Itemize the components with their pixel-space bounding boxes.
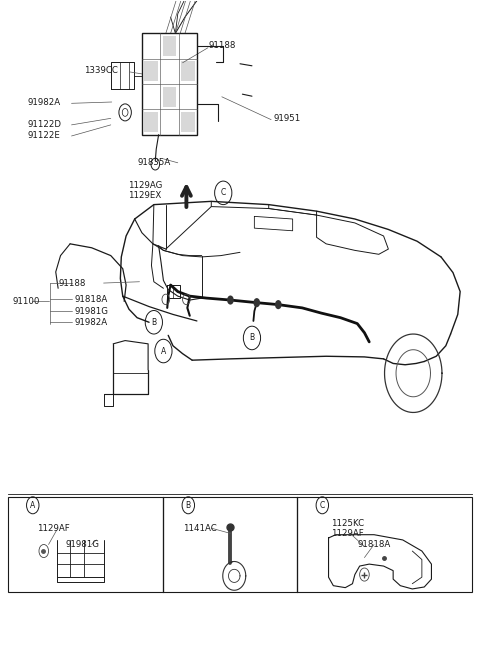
Text: 91188: 91188: [58, 278, 85, 288]
Text: 91188: 91188: [209, 41, 236, 50]
Bar: [144, 112, 158, 132]
Text: 91122D: 91122D: [27, 121, 61, 130]
Text: 1339CC: 1339CC: [84, 66, 119, 75]
Bar: [181, 62, 194, 81]
Text: 1141AC: 1141AC: [182, 523, 216, 533]
Text: 91835A: 91835A: [137, 159, 170, 167]
Bar: [163, 497, 298, 592]
Bar: [8, 497, 163, 592]
Text: B: B: [151, 318, 156, 327]
Text: B: B: [186, 501, 191, 510]
Bar: [163, 36, 176, 56]
Text: A: A: [30, 501, 36, 510]
Text: 91981G: 91981G: [65, 540, 99, 549]
Text: 91122E: 91122E: [27, 132, 60, 140]
Circle shape: [253, 298, 260, 307]
Text: 91982A: 91982A: [27, 98, 60, 107]
Text: 1129AF: 1129AF: [36, 523, 69, 533]
Text: B: B: [250, 333, 254, 343]
Text: 91951: 91951: [274, 114, 301, 123]
Bar: [142, 33, 197, 135]
Text: 91100: 91100: [12, 297, 40, 306]
Text: 1125KC: 1125KC: [331, 519, 364, 528]
Circle shape: [275, 300, 282, 309]
Text: A: A: [161, 346, 166, 356]
Text: 1129EX: 1129EX: [128, 191, 161, 200]
Text: 1129AG: 1129AG: [128, 181, 162, 189]
Bar: [163, 86, 176, 107]
Text: 91982A: 91982A: [75, 318, 108, 327]
Bar: [144, 62, 158, 81]
Text: C: C: [221, 189, 226, 197]
Text: 1129AF: 1129AF: [331, 529, 364, 538]
Bar: [298, 497, 472, 592]
Circle shape: [227, 295, 234, 305]
Bar: [181, 112, 194, 132]
Text: 91818A: 91818A: [357, 540, 391, 549]
Text: 91981G: 91981G: [75, 307, 109, 316]
Text: C: C: [320, 501, 325, 510]
Text: 91818A: 91818A: [75, 295, 108, 304]
